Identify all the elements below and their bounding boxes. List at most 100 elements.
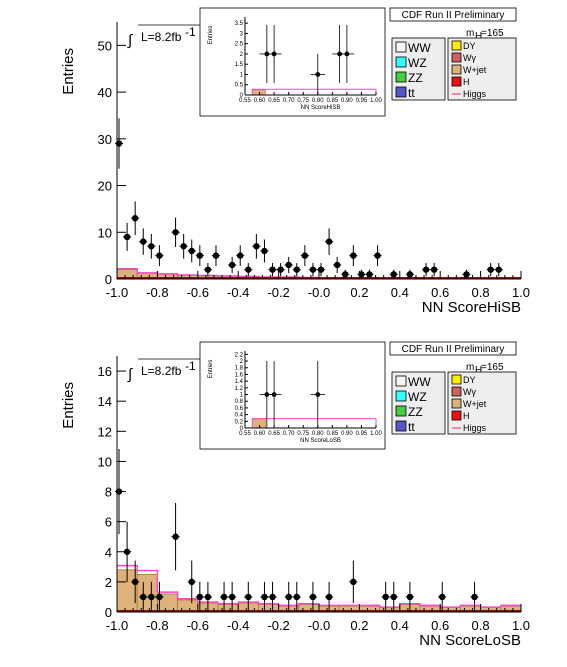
legend-swatch — [395, 420, 407, 432]
data-point — [131, 215, 139, 222]
panel-2: -1.0 -0.8 -0.6 -0.4 -0.2 -0.0 0.2 0.4 0.6 0.8 1.00… — [60, 341, 530, 649]
inset-y-tick-label: 1.4 — [235, 379, 244, 385]
data-point — [237, 252, 244, 259]
data-point — [487, 266, 494, 273]
data-point — [358, 271, 365, 278]
panel-1: -1.0 -0.8 -0.6 -0.4 -0.2 -0.0 0.2 0.4 0.6 0.8 1.00… — [60, 7, 530, 316]
data-point — [156, 593, 163, 601]
inset-y-tick-label: 0.6 — [235, 406, 244, 412]
inset-x-tick-label: 0.65 — [268, 431, 280, 437]
legend-swatch — [451, 76, 462, 87]
data-point — [245, 593, 252, 601]
legend-swatch — [395, 86, 407, 98]
data-point — [172, 533, 179, 540]
legend-label: Higgs — [463, 423, 487, 433]
x-tick-label: 0.2 — [350, 285, 368, 300]
x-tick-label: -0.4 — [227, 285, 249, 300]
data-point — [439, 593, 446, 601]
data-point — [140, 593, 147, 601]
x-tick-label: -1.0 — [106, 285, 128, 300]
inset-y-tick-label: 1 — [240, 72, 244, 78]
inset-x-tick-label: 0.55 — [239, 98, 251, 104]
y-tick-label: 20 — [98, 179, 112, 194]
data-point — [180, 243, 187, 250]
mass-label: m — [466, 28, 474, 39]
legend-swatch — [395, 390, 407, 402]
x-tick-label: 0.6 — [431, 618, 449, 633]
data-point — [123, 548, 131, 555]
x-tick-label: 0.8 — [472, 618, 490, 633]
data-point — [350, 578, 357, 586]
y-tick-label: 12 — [98, 424, 112, 439]
x-tick-label: 0.6 — [431, 285, 449, 300]
inset-y-tick-label: 0.4 — [235, 413, 244, 419]
data-point — [293, 593, 300, 601]
legend-label: Higgs — [463, 89, 487, 99]
inset-y-tick-label: 3.5 — [235, 21, 244, 27]
legend-label: ZZ — [408, 71, 423, 85]
x-tick-label: -0.0 — [308, 618, 330, 633]
inset-x-tick-label: 0.95 — [356, 98, 368, 104]
inset-x-tick-label: 0.80 — [312, 431, 324, 437]
inset-y-tick-label: 0.5 — [235, 83, 244, 89]
y-tick-label: 8 — [105, 485, 112, 500]
data-point — [156, 252, 163, 259]
inset-y-tick-label: 0.8 — [235, 399, 244, 405]
integral-sign: ∫ — [127, 32, 134, 49]
inset-y-tick-label: 1.8 — [235, 366, 244, 372]
data-point — [261, 247, 268, 255]
x-tick-label: 1.0 — [512, 618, 530, 633]
title-box — [389, 7, 517, 22]
data-point — [390, 593, 397, 601]
data-point — [406, 593, 414, 601]
legend-label: WW — [408, 41, 431, 55]
y-tick-label: 30 — [98, 132, 112, 147]
inset-x-tick-label: 0.90 — [341, 431, 353, 437]
legend-label: Wγ — [463, 387, 476, 397]
data-point — [277, 266, 284, 273]
data-point — [253, 243, 260, 250]
legend-swatch — [395, 41, 407, 53]
x-tick-label: -0.4 — [227, 618, 249, 633]
data-point — [212, 252, 220, 259]
data-point — [301, 252, 309, 259]
y-tick-label: 16 — [98, 364, 112, 379]
inset-y-tick-label: 1.5 — [235, 62, 244, 68]
legend-label: WZ — [408, 56, 427, 70]
data-point — [228, 593, 236, 601]
mass-value: =165 — [481, 362, 504, 373]
inset-y-tick-label: 0.2 — [235, 419, 244, 425]
data-point — [188, 247, 195, 255]
inset-y-tick-label: 3 — [240, 31, 244, 37]
data-point — [495, 266, 502, 273]
legend-label: WW — [408, 375, 431, 389]
legend-swatch — [395, 71, 407, 83]
x-tick-label: 1.0 — [512, 285, 530, 300]
data-point — [172, 229, 179, 236]
inset-x-tick-label: 1.00 — [370, 431, 382, 437]
inset-y-tick-label: 1.6 — [235, 372, 244, 378]
lumi-exponent: -1 — [185, 25, 196, 39]
inset-frame — [199, 7, 386, 117]
data-point — [196, 252, 204, 259]
inset-x-tick-label: 0.60 — [254, 98, 266, 104]
inset-y-tick-label: 2.2 — [235, 352, 244, 358]
title-box — [389, 341, 517, 356]
x-tick-label: 0.2 — [350, 618, 368, 633]
inset-data-point — [271, 51, 277, 57]
x-tick-label: -0.8 — [146, 618, 168, 633]
inset-x-label: NN ScoreHiSB — [301, 105, 341, 111]
x-axis-label: NN ScoreLoSB — [419, 632, 521, 649]
data-point — [366, 271, 373, 278]
legend-label: W+jet — [463, 65, 487, 75]
legend-label: H — [463, 411, 470, 421]
inset-y-label: Entries — [208, 26, 214, 45]
legend-label: ZZ — [408, 405, 423, 419]
inset-y-tick-label: 0 — [240, 426, 244, 432]
data-point — [196, 593, 204, 601]
inset-x-tick-label: 0.95 — [356, 431, 368, 437]
data-point — [228, 261, 236, 269]
inset-x-tick-label: 0.90 — [341, 98, 353, 104]
legend-swatch — [451, 386, 462, 397]
